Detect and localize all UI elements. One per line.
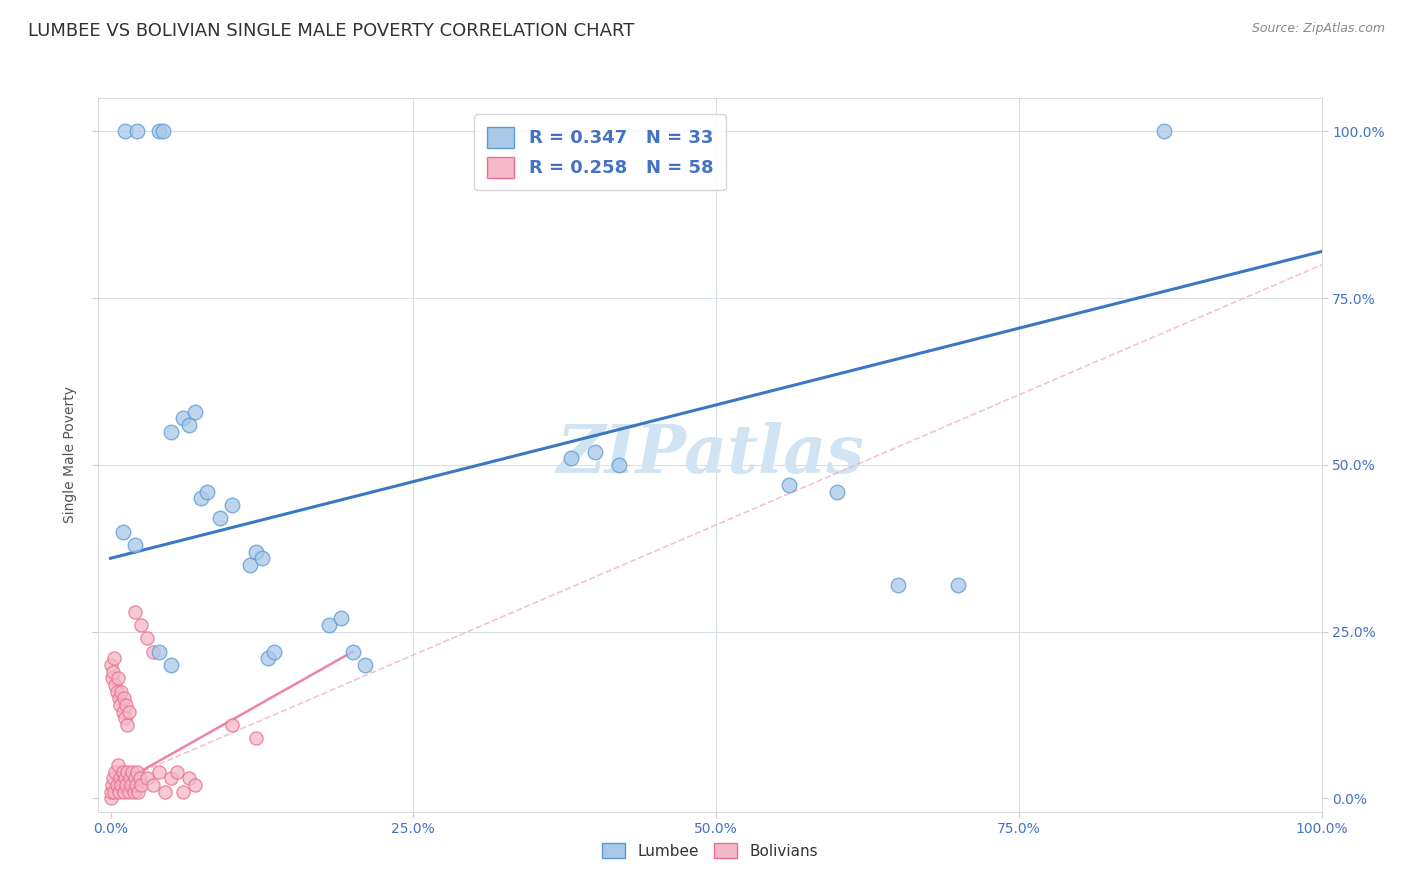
- Point: [104, 764, 127, 779]
- Point: [184, 404, 207, 418]
- Point: [124, 605, 146, 619]
- Point: [887, 578, 910, 592]
- Text: LUMBEE VS BOLIVIAN SINGLE MALE POVERTY CORRELATION CHART: LUMBEE VS BOLIVIAN SINGLE MALE POVERTY C…: [28, 22, 634, 40]
- Point: [103, 785, 125, 799]
- Point: [166, 764, 188, 779]
- Point: [118, 785, 141, 799]
- Point: [148, 124, 170, 138]
- Point: [263, 645, 285, 659]
- Point: [245, 731, 267, 746]
- Point: [160, 772, 183, 786]
- Point: [148, 645, 170, 659]
- Point: [115, 778, 138, 792]
- Point: [142, 645, 165, 659]
- Point: [221, 498, 243, 512]
- Point: [948, 578, 970, 592]
- Point: [607, 458, 630, 472]
- Point: [104, 678, 127, 692]
- Point: [221, 718, 243, 732]
- Point: [105, 684, 128, 698]
- Point: [111, 764, 134, 779]
- Point: [160, 425, 183, 439]
- Point: [125, 778, 148, 792]
- Point: [172, 785, 194, 799]
- Point: [114, 711, 136, 725]
- Point: [197, 484, 219, 499]
- Point: [135, 772, 157, 786]
- Point: [208, 511, 231, 525]
- Point: [114, 772, 136, 786]
- Point: [148, 764, 170, 779]
- Point: [112, 785, 135, 799]
- Point: [110, 778, 132, 792]
- Point: [110, 772, 132, 786]
- Point: [778, 478, 800, 492]
- Point: [111, 705, 134, 719]
- Point: [100, 778, 122, 792]
- Point: [115, 698, 138, 712]
- Point: [103, 651, 125, 665]
- Point: [110, 698, 132, 712]
- Point: [122, 785, 145, 799]
- Point: [100, 671, 122, 685]
- Point: [250, 551, 273, 566]
- Point: [108, 691, 131, 706]
- Point: [124, 772, 146, 786]
- Point: [118, 772, 141, 786]
- Point: [101, 665, 124, 679]
- Point: [100, 785, 122, 799]
- Y-axis label: Single Male Poverty: Single Male Poverty: [63, 386, 77, 524]
- Point: [127, 124, 149, 138]
- Point: [179, 417, 201, 432]
- Point: [105, 778, 128, 792]
- Point: [117, 764, 139, 779]
- Point: [107, 758, 129, 772]
- Point: [329, 611, 352, 625]
- Point: [184, 778, 207, 792]
- Point: [354, 658, 377, 673]
- Point: [239, 558, 262, 572]
- Point: [128, 772, 150, 786]
- Point: [121, 764, 143, 779]
- Point: [1153, 124, 1175, 138]
- Point: [129, 618, 152, 632]
- Text: ZIPatlas: ZIPatlas: [557, 423, 863, 487]
- Point: [825, 484, 848, 499]
- Point: [257, 651, 280, 665]
- Point: [118, 705, 141, 719]
- Point: [160, 658, 183, 673]
- Point: [124, 538, 146, 552]
- Text: Source: ZipAtlas.com: Source: ZipAtlas.com: [1251, 22, 1385, 36]
- Point: [135, 632, 157, 646]
- Point: [583, 444, 606, 458]
- Point: [100, 791, 122, 805]
- Legend: Lumbee, Bolivians: Lumbee, Bolivians: [596, 837, 824, 864]
- Point: [153, 785, 176, 799]
- Point: [245, 544, 267, 558]
- Point: [117, 718, 139, 732]
- Point: [107, 671, 129, 685]
- Point: [127, 764, 149, 779]
- Point: [114, 124, 136, 138]
- Point: [111, 524, 134, 539]
- Point: [179, 772, 201, 786]
- Point: [342, 645, 364, 659]
- Point: [108, 785, 131, 799]
- Point: [190, 491, 212, 506]
- Point: [110, 684, 132, 698]
- Point: [112, 691, 135, 706]
- Point: [129, 778, 152, 792]
- Point: [560, 451, 582, 466]
- Point: [172, 411, 194, 425]
- Point: [318, 618, 340, 632]
- Point: [100, 658, 122, 673]
- Point: [152, 124, 174, 138]
- Point: [120, 778, 142, 792]
- Point: [101, 772, 124, 786]
- Point: [142, 778, 165, 792]
- Point: [127, 785, 149, 799]
